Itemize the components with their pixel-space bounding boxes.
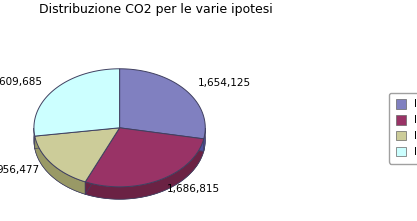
Text: 1,654,125: 1,654,125 (198, 78, 251, 88)
Text: 1,686,815: 1,686,815 (167, 184, 220, 194)
Polygon shape (35, 136, 85, 194)
Polygon shape (120, 128, 204, 151)
Legend: IPOTESI 1, IPOTESI 2, IPOTESI 3, IPOTESI 4: IPOTESI 1, IPOTESI 2, IPOTESI 3, IPOTESI… (389, 93, 417, 164)
Polygon shape (85, 128, 120, 194)
Text: 1,609,685: 1,609,685 (0, 77, 43, 87)
Polygon shape (120, 128, 204, 151)
Polygon shape (34, 128, 35, 149)
Polygon shape (120, 69, 205, 139)
Polygon shape (34, 69, 120, 136)
Polygon shape (85, 128, 204, 187)
Ellipse shape (34, 81, 205, 199)
Text: 956,477: 956,477 (0, 165, 39, 175)
Polygon shape (85, 128, 120, 194)
Polygon shape (35, 128, 120, 149)
Polygon shape (204, 128, 205, 151)
Polygon shape (35, 128, 120, 149)
Polygon shape (35, 128, 120, 182)
Polygon shape (85, 139, 204, 199)
Title: Distribuzione CO2 per le varie ipotesi: Distribuzione CO2 per le varie ipotesi (39, 3, 273, 16)
